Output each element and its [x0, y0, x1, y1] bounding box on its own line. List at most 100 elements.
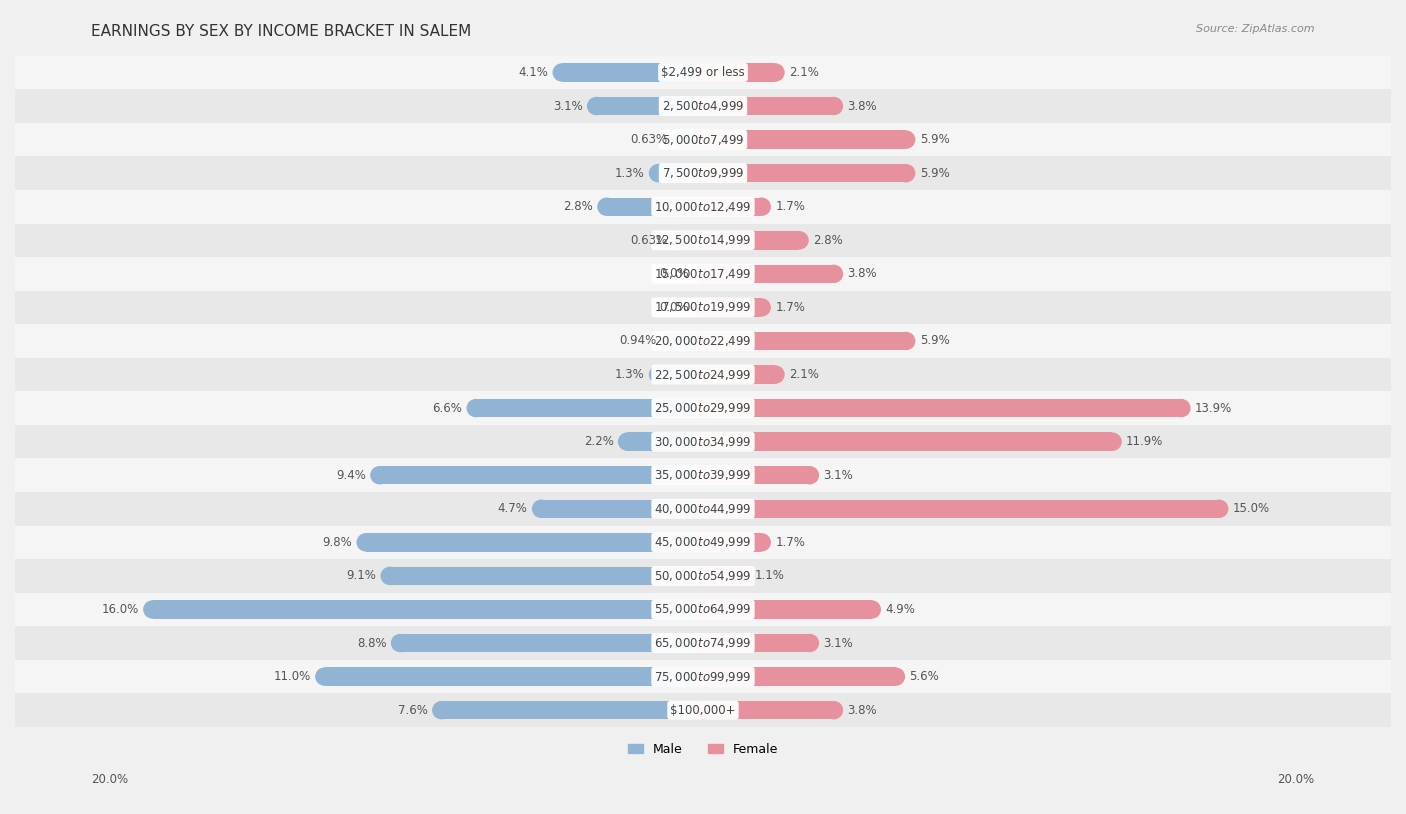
Bar — [703, 600, 872, 619]
Text: 2.8%: 2.8% — [564, 200, 593, 213]
Bar — [153, 600, 703, 619]
Bar — [15, 224, 1391, 257]
Circle shape — [693, 634, 713, 652]
Bar — [606, 198, 703, 216]
Circle shape — [886, 667, 905, 686]
Text: $10,000 to $12,499: $10,000 to $12,499 — [654, 199, 752, 214]
Bar — [703, 63, 775, 81]
Circle shape — [862, 600, 882, 619]
Text: $2,499 or less: $2,499 or less — [661, 66, 745, 79]
Text: 0.63%: 0.63% — [630, 133, 668, 146]
Circle shape — [693, 63, 713, 81]
Text: $15,000 to $17,499: $15,000 to $17,499 — [654, 267, 752, 281]
Circle shape — [897, 164, 915, 182]
Text: 6.6%: 6.6% — [432, 401, 463, 414]
Circle shape — [693, 466, 713, 484]
Text: 0.0%: 0.0% — [659, 267, 689, 280]
Bar — [15, 458, 1391, 492]
Bar — [703, 533, 762, 552]
Text: $65,000 to $74,999: $65,000 to $74,999 — [654, 636, 752, 650]
Circle shape — [693, 130, 713, 149]
Text: $55,000 to $64,999: $55,000 to $64,999 — [654, 602, 752, 616]
Text: 1.7%: 1.7% — [775, 536, 806, 549]
Bar — [703, 500, 1219, 518]
Circle shape — [800, 634, 820, 652]
Bar — [703, 399, 1181, 418]
Circle shape — [1102, 432, 1122, 451]
Text: 7.6%: 7.6% — [398, 703, 427, 716]
Circle shape — [693, 231, 713, 250]
Text: $5,000 to $7,499: $5,000 to $7,499 — [662, 133, 744, 147]
Bar — [562, 63, 703, 81]
Bar — [703, 466, 810, 484]
Circle shape — [693, 231, 713, 250]
Text: 1.3%: 1.3% — [614, 167, 644, 180]
Circle shape — [693, 97, 713, 116]
Bar — [15, 123, 1391, 156]
Text: $25,000 to $29,999: $25,000 to $29,999 — [654, 401, 752, 415]
Bar — [15, 559, 1391, 593]
Circle shape — [693, 600, 713, 619]
Circle shape — [693, 399, 713, 418]
Text: 8.8%: 8.8% — [357, 637, 387, 650]
Bar — [15, 593, 1391, 626]
Circle shape — [693, 567, 713, 585]
Circle shape — [693, 466, 713, 484]
Text: 0.0%: 0.0% — [659, 301, 689, 314]
Bar — [703, 634, 810, 652]
Text: 0.94%: 0.94% — [620, 335, 657, 348]
Circle shape — [693, 600, 713, 619]
Bar — [703, 667, 896, 686]
Text: $12,500 to $14,999: $12,500 to $14,999 — [654, 234, 752, 247]
Text: 2.8%: 2.8% — [813, 234, 842, 247]
Circle shape — [693, 265, 713, 283]
Bar — [15, 392, 1391, 425]
Text: $45,000 to $49,999: $45,000 to $49,999 — [654, 536, 752, 549]
Bar — [15, 55, 1391, 90]
Circle shape — [586, 97, 606, 116]
Text: 16.0%: 16.0% — [101, 603, 139, 616]
Text: 4.7%: 4.7% — [498, 502, 527, 515]
Circle shape — [391, 634, 409, 652]
Text: 3.1%: 3.1% — [824, 637, 853, 650]
Bar — [366, 533, 703, 552]
Text: 11.0%: 11.0% — [274, 670, 311, 683]
Circle shape — [693, 164, 713, 182]
Legend: Male, Female: Male, Female — [623, 738, 783, 761]
Circle shape — [693, 500, 713, 518]
Circle shape — [1171, 399, 1191, 418]
Circle shape — [1209, 500, 1229, 518]
Bar — [703, 231, 800, 250]
Text: 13.9%: 13.9% — [1195, 401, 1232, 414]
Circle shape — [693, 567, 713, 585]
Text: 5.6%: 5.6% — [910, 670, 939, 683]
Circle shape — [693, 198, 713, 216]
Text: 0.63%: 0.63% — [630, 234, 668, 247]
Bar — [325, 667, 703, 686]
Circle shape — [693, 533, 713, 552]
Circle shape — [648, 365, 668, 383]
Circle shape — [790, 231, 808, 250]
Text: $75,000 to $99,999: $75,000 to $99,999 — [654, 670, 752, 684]
Circle shape — [467, 399, 485, 418]
Circle shape — [553, 63, 571, 81]
Text: 11.9%: 11.9% — [1126, 435, 1164, 449]
Text: 9.8%: 9.8% — [322, 536, 352, 549]
Circle shape — [672, 231, 690, 250]
Circle shape — [824, 701, 844, 720]
Circle shape — [531, 500, 551, 518]
Circle shape — [693, 432, 713, 451]
Bar — [15, 660, 1391, 694]
Bar — [15, 694, 1391, 727]
Bar — [703, 701, 834, 720]
Bar — [477, 399, 703, 418]
Circle shape — [693, 533, 713, 552]
Circle shape — [693, 365, 713, 383]
Bar — [682, 130, 703, 149]
Circle shape — [693, 701, 713, 720]
Circle shape — [598, 198, 616, 216]
Circle shape — [693, 332, 713, 350]
Bar — [15, 291, 1391, 324]
Circle shape — [693, 399, 713, 418]
Text: 3.8%: 3.8% — [848, 267, 877, 280]
